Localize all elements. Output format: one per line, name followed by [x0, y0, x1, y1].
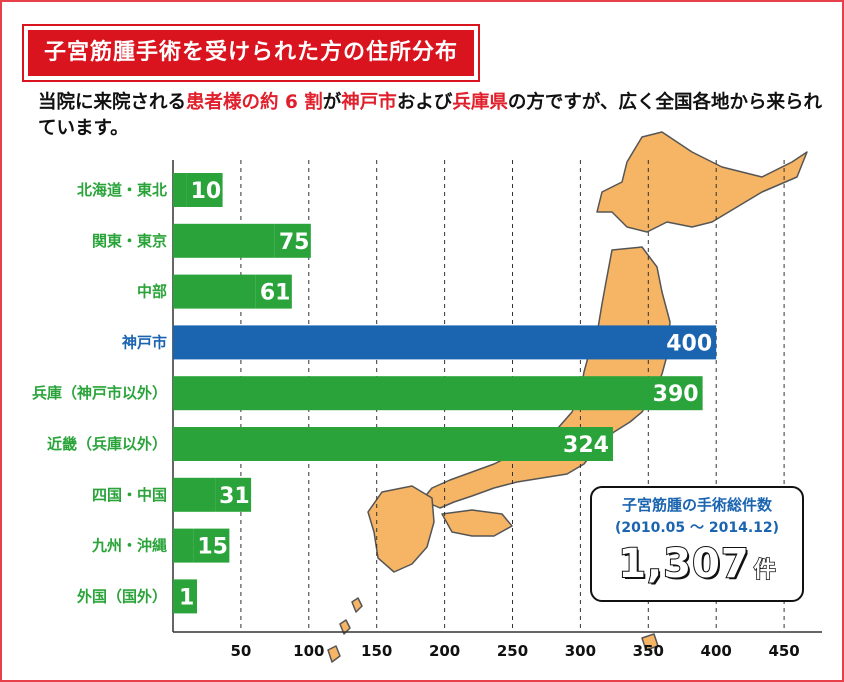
category-label: 兵庫（神戸市以外） [32, 384, 167, 402]
bar [173, 325, 717, 360]
bar-value-label: 1 [179, 585, 194, 610]
category-label: 神戸市 [122, 333, 167, 351]
x-tick-label: 50 [230, 642, 251, 660]
bar-value-tag [255, 274, 292, 309]
x-tick-label: 150 [361, 642, 392, 660]
bar-value-tag [175, 579, 197, 614]
bar [173, 528, 194, 563]
x-tick-label: 400 [701, 642, 732, 660]
x-tick-label: 200 [429, 642, 460, 660]
island-shape [351, 597, 363, 613]
intro-highlight-kobe: 神戸市 [341, 92, 397, 113]
bar-value-label: 31 [219, 484, 250, 509]
island-shape [339, 619, 351, 635]
summary-unit: 件 [753, 557, 777, 584]
category-label: 九州・沖縄 [91, 537, 167, 555]
bar [173, 274, 256, 309]
intro-highlight-hyogo: 兵庫県 [452, 92, 508, 113]
summary-period: (2010.05 ～ 2014.12) [614, 520, 780, 536]
bar [173, 173, 187, 207]
bar [173, 579, 175, 614]
intro-text: 当院に来院される患者様の約 6 割が神戸市および兵庫県の方ですが、広く全国各地か… [38, 90, 828, 142]
bar-value-label: 400 [666, 331, 712, 356]
x-tick-label: 350 [633, 642, 664, 660]
x-tick-label: 300 [565, 642, 596, 660]
summary-total: 1,307 [617, 540, 750, 588]
kyushu-shape [367, 485, 435, 573]
intro-part4: の方ですが、広く全国各地から来られています。 [38, 92, 822, 139]
bar-value-tag [274, 223, 311, 258]
category-label: 外国（国外） [76, 587, 167, 605]
bar-value-label: 15 [197, 535, 228, 560]
x-tick-label: 100 [293, 642, 324, 660]
bar-value-tag [215, 477, 252, 512]
shikoku-shape [441, 509, 513, 537]
hokkaido-shape [596, 131, 808, 233]
bar-value-label: 390 [653, 382, 699, 407]
bar [173, 223, 275, 258]
bar-value-tag [193, 528, 230, 563]
bar-value-label: 324 [563, 433, 609, 458]
bar-value-label: 61 [260, 281, 291, 306]
category-label: 中部 [137, 283, 167, 301]
intro-part3: および [396, 92, 453, 113]
summary-box: 子宮筋腫の手術総件数 (2010.05 ～ 2014.12) 1,307 件 [590, 486, 804, 602]
bar [173, 376, 703, 411]
intro-part2: が [322, 92, 342, 113]
category-label: 四国・中国 [92, 486, 167, 504]
category-label: 北海道・東北 [77, 181, 167, 199]
summary-title: 子宮筋腫の手術総件数 [621, 496, 772, 514]
page-title: 子宮筋腫手術を受けられた方の住所分布 [21, 24, 481, 82]
category-label: 関東・東京 [92, 232, 167, 250]
category-label: 近畿（兵庫以外） [47, 435, 167, 453]
bar-value-tag [186, 173, 223, 207]
bar [173, 427, 613, 461]
intro-highlight-ratio: 患者様の約 6 割 [186, 92, 323, 113]
bar [173, 477, 216, 512]
island-shape [327, 645, 341, 663]
intro-part1: 当院に来院される [38, 92, 187, 113]
bar-value-label: 10 [191, 179, 222, 204]
x-tick-label: 250 [497, 642, 528, 660]
bar-value-label: 75 [279, 230, 310, 255]
x-tick-label: 450 [768, 642, 799, 660]
island-shape [641, 633, 659, 651]
